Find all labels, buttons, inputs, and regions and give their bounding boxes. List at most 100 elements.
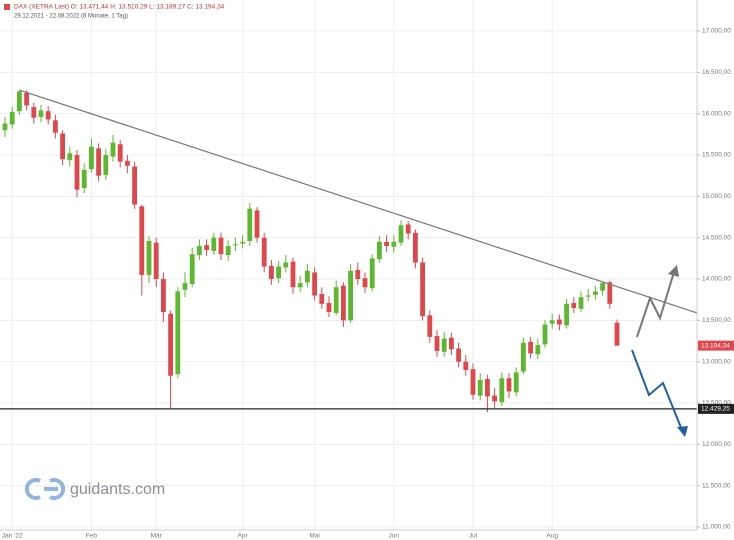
candle-body: [549, 320, 555, 324]
candle-body: [117, 144, 123, 162]
candle-body: [362, 278, 368, 288]
x-tick-label: Aug: [546, 533, 558, 540]
candle-body: [67, 153, 73, 160]
y-tick-label: 14.500,00: [702, 234, 731, 241]
y-tick-label: 11.500,00: [702, 482, 731, 489]
candle-body: [477, 379, 483, 396]
candle-body: [492, 395, 497, 402]
candle-body: [24, 93, 29, 106]
candle-body: [240, 241, 245, 244]
candle-body: [485, 379, 490, 397]
x-tick-label: Apr: [238, 533, 249, 540]
candle-body: [449, 337, 454, 350]
candle-body: [557, 319, 562, 325]
candle-body: [564, 303, 569, 326]
candle-body: [17, 91, 22, 112]
logo-icon: [24, 478, 41, 500]
y-tick-label: 16.500,00: [702, 69, 731, 76]
arrowhead: [677, 426, 688, 437]
candle-body: [506, 378, 512, 392]
arrow-down: [631, 349, 683, 431]
candle-body: [348, 270, 353, 321]
symbol-icon: [4, 4, 10, 10]
forecast-arrows: [631, 265, 688, 437]
candle-body: [398, 225, 404, 243]
candle-body: [341, 285, 346, 321]
candle-body: [333, 287, 339, 313]
y-tick-label: 17.000,00: [702, 28, 731, 35]
trendline: [19, 89, 698, 314]
candle-body: [269, 265, 274, 280]
candle-body: [312, 272, 317, 296]
y-tick-label: 11.000,00: [702, 524, 731, 531]
watermark: guidants.com: [70, 481, 165, 498]
candle-body: [96, 148, 101, 176]
candle-body: [571, 302, 577, 308]
candle-body: [132, 166, 137, 205]
candle-body: [38, 110, 44, 117]
y-tick-label: 15.000,00: [702, 193, 731, 200]
candle-body: [542, 324, 548, 345]
chart-title: DAX (XETRA Last) O: 13.471,44 H: 13.510,…: [14, 4, 225, 11]
candle-body: [427, 315, 433, 337]
arrowhead: [668, 265, 679, 277]
logo: guidants.com: [24, 478, 165, 500]
y-tick-label: 12.000,00: [702, 441, 731, 448]
candle-body: [211, 237, 217, 251]
candle-body: [233, 244, 238, 246]
candle-body: [470, 369, 476, 395]
candle-body: [499, 378, 505, 403]
candle-body: [9, 112, 15, 125]
price-label: 13.194,34: [701, 342, 730, 349]
axis-labels: 11.000,00 11.500,00 12.000,00 12.500,00 13.0…: [2, 28, 734, 540]
candle-body: [53, 120, 58, 133]
candle-body: [139, 206, 145, 275]
candle-body: [168, 313, 173, 376]
support-label-box: [698, 403, 734, 414]
candle-body: [45, 111, 51, 120]
candle-body: [290, 261, 296, 288]
candle-body: [391, 241, 397, 247]
candle-body: [456, 348, 461, 362]
candle-body: [89, 146, 94, 170]
candle-body: [521, 342, 526, 372]
candle-body: [578, 297, 584, 309]
candle-body: [74, 155, 80, 190]
candle-body: [326, 302, 332, 313]
candle-body: [305, 270, 310, 283]
candle-body: [2, 123, 8, 131]
candle-body: [384, 241, 389, 246]
candle-body: [283, 262, 289, 268]
candle-body: [369, 258, 375, 289]
x-tick-label: Mai: [309, 533, 319, 540]
x-tick-label: Jan '22: [2, 533, 23, 540]
x-tick-label: Feb: [86, 533, 98, 540]
y-tick-label: 14.000,00: [702, 276, 731, 283]
candle-body: [31, 107, 37, 118]
candle-body: [585, 295, 591, 297]
candle-body: [182, 283, 188, 290]
candle-body: [103, 155, 109, 175]
chart-subtitle: 29.12.2021 - 22.08.2022 (8 Monate, 1 Tag…: [14, 14, 128, 20]
candle-body: [413, 232, 418, 263]
price-label-box: [698, 340, 734, 351]
support-label: 12.429,25: [701, 406, 730, 413]
candle-body: [377, 241, 382, 260]
candle-body: [463, 361, 469, 370]
y-tick-label: 13.500,00: [702, 317, 731, 324]
candle-body: [355, 269, 361, 280]
candle-body: [125, 160, 130, 166]
candle-body: [197, 245, 202, 256]
candle-body: [189, 254, 195, 284]
y-tick-label: 12.500,00: [702, 400, 731, 407]
x-tick-label: Jul: [469, 533, 478, 540]
candle-body: [153, 242, 159, 280]
candle-body: [225, 245, 231, 256]
candle-body: [297, 283, 303, 288]
x-tick-label: Jun: [389, 533, 400, 540]
candle-body: [319, 293, 325, 304]
candle-body: [276, 266, 281, 279]
x-tick-label: Mär: [151, 533, 163, 540]
